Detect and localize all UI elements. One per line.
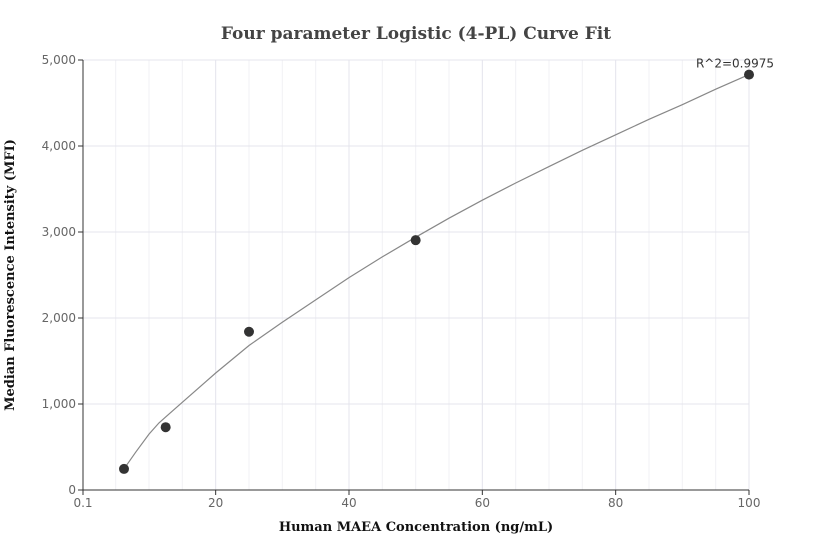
x-tick-label: 100	[738, 496, 761, 510]
x-tick-label: 60	[475, 496, 490, 510]
axes	[82, 60, 749, 491]
data-points	[119, 69, 754, 474]
x-tick-label: 40	[341, 496, 356, 510]
y-tick-label: 0	[68, 483, 76, 497]
r-squared-annotation: R^2=0.9975	[696, 57, 774, 71]
y-axis-ticks: 0 1,000 2,000 3,000 4,000 5,000	[42, 53, 83, 497]
y-tick-label: 1,000	[42, 397, 76, 411]
y-tick-label: 5,000	[42, 53, 76, 67]
data-point	[410, 235, 421, 246]
x-tick-label: 80	[608, 496, 623, 510]
x-axis-ticks: 0.1 20 40 60 80 100	[73, 490, 760, 510]
grid	[83, 59, 750, 490]
fit-curve-line	[123, 74, 750, 470]
x-tick-label: 0.1	[73, 496, 92, 510]
chart-title: Four parameter Logistic (4-PL) Curve Fit	[221, 24, 611, 44]
data-point	[744, 69, 754, 80]
x-tick-label: 20	[208, 496, 223, 510]
y-axis-title: Median Fluorescence Intensity (MFI)	[3, 139, 18, 411]
data-point	[119, 463, 129, 474]
y-tick-label: 4,000	[42, 139, 76, 153]
data-point	[160, 422, 171, 433]
x-axis-title: Human MAEA Concentration (ng/mL)	[279, 520, 553, 535]
y-tick-label: 3,000	[42, 225, 76, 239]
y-tick-label: 2,000	[42, 311, 76, 325]
data-point	[244, 326, 254, 337]
